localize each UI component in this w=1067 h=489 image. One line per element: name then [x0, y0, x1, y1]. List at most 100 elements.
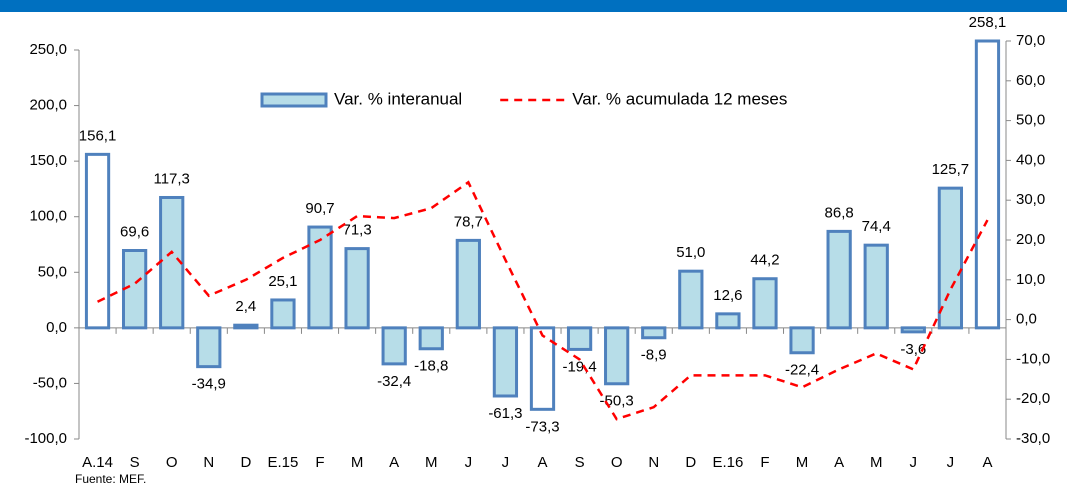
y2-tick-label: -10,0 — [1016, 350, 1050, 367]
bar — [826, 229, 852, 330]
value-label: 44,2 — [750, 252, 779, 269]
value-label: -19,4 — [562, 358, 596, 375]
x-tick-label: J — [910, 454, 918, 471]
x-tick-label: J — [465, 454, 473, 471]
x-tick-label: O — [166, 454, 178, 471]
value-label: 78,7 — [454, 213, 483, 230]
value-label: -34,9 — [192, 376, 226, 393]
y-tick-label: 200,0 — [29, 97, 67, 114]
y-tick-label: 50,0 — [38, 263, 67, 280]
x-tick-label: A — [982, 454, 992, 471]
value-label: -73,3 — [525, 418, 559, 435]
value-label: 12,6 — [713, 287, 742, 304]
value-label: 90,7 — [305, 200, 334, 217]
value-label: 86,8 — [825, 204, 854, 221]
bar — [121, 249, 148, 330]
x-tick-label: A — [537, 454, 547, 471]
x-tick-label: M — [425, 454, 438, 471]
value-label: -8,9 — [641, 347, 667, 364]
value-label: 2,4 — [235, 298, 256, 315]
value-label: 51,0 — [676, 244, 705, 261]
x-tick-label: J — [947, 454, 955, 471]
x-tick-label: D — [240, 454, 251, 471]
y2-tick-label: 40,0 — [1016, 151, 1045, 168]
bar — [566, 326, 593, 351]
y2-tick-label: 20,0 — [1016, 231, 1045, 248]
value-label: 156,1 — [79, 127, 117, 144]
legend-swatch — [260, 92, 328, 108]
value-label: -22,4 — [785, 362, 819, 379]
value-label: 69,6 — [120, 223, 149, 240]
value-label: -50,3 — [600, 393, 634, 410]
bar — [233, 323, 259, 330]
x-tick-label: F — [760, 454, 769, 471]
bar — [863, 243, 889, 330]
bar — [307, 225, 333, 330]
value-label: -3,6 — [900, 341, 926, 358]
value-label: 25,1 — [268, 273, 297, 290]
y2-tick-label: 0,0 — [1016, 311, 1037, 328]
bar — [492, 326, 519, 398]
y2-tick-label: 70,0 — [1016, 32, 1045, 49]
y2-tick-label: -30,0 — [1016, 430, 1050, 447]
bar — [604, 326, 630, 386]
source-note: Fuente: MEF. — [75, 472, 146, 486]
value-label: 258,1 — [969, 14, 1007, 31]
header-band — [0, 0, 1067, 12]
y-tick-label: 150,0 — [29, 152, 67, 169]
legend-label: Var. % interanual — [334, 89, 462, 108]
x-tick-label: S — [130, 454, 140, 471]
x-tick-label: M — [351, 454, 364, 471]
x-tick-label: N — [648, 454, 659, 471]
bar — [344, 247, 370, 330]
bar — [270, 298, 296, 330]
x-tick-label: M — [796, 454, 809, 471]
value-label: -32,4 — [377, 373, 411, 390]
y2-tick-label: 30,0 — [1016, 191, 1045, 208]
value-label: -61,3 — [488, 405, 522, 422]
x-tick-label: A — [834, 454, 844, 471]
bar — [641, 326, 667, 340]
bar — [900, 326, 926, 334]
x-tick-label: O — [611, 454, 623, 471]
y2-tick-label: 10,0 — [1016, 271, 1045, 288]
x-tick-label: S — [575, 454, 585, 471]
bar — [752, 277, 778, 330]
bar — [678, 269, 704, 330]
bar — [381, 326, 407, 366]
x-tick-label: E.15 — [268, 454, 299, 471]
bar — [84, 152, 111, 330]
x-tick-label: A — [389, 454, 399, 471]
x-tick-label: A.14 — [82, 454, 113, 471]
value-label: 117,3 — [153, 170, 189, 187]
value-label: 74,4 — [862, 218, 891, 235]
y2-tick-label: -20,0 — [1016, 390, 1050, 407]
bar — [937, 186, 964, 330]
value-label: 125,7 — [932, 161, 970, 178]
y2-tick-label: 60,0 — [1016, 72, 1045, 89]
bar — [418, 326, 444, 351]
y-tick-label: 100,0 — [29, 208, 67, 225]
legend-label: Var. % acumulada 12 meses — [572, 89, 787, 108]
value-label: 71,3 — [342, 222, 371, 239]
x-tick-label: N — [203, 454, 214, 471]
x-tick-label: F — [315, 454, 324, 471]
y2-tick-label: 50,0 — [1016, 112, 1045, 129]
y-tick-label: -100,0 — [24, 430, 67, 447]
y-tick-label: 0,0 — [46, 319, 67, 336]
bar — [974, 39, 1001, 330]
x-tick-label: E.16 — [712, 454, 743, 471]
bar — [529, 326, 556, 411]
bar — [715, 312, 741, 330]
value-label: -18,8 — [414, 358, 448, 375]
bar — [789, 326, 815, 355]
y-tick-label: -50,0 — [33, 374, 67, 391]
y-tick-label: 250,0 — [29, 41, 67, 58]
x-tick-label: J — [502, 454, 510, 471]
bar — [455, 238, 481, 330]
bar — [196, 326, 222, 369]
x-tick-label: M — [870, 454, 883, 471]
line — [96, 180, 989, 421]
x-tick-label: D — [685, 454, 696, 471]
